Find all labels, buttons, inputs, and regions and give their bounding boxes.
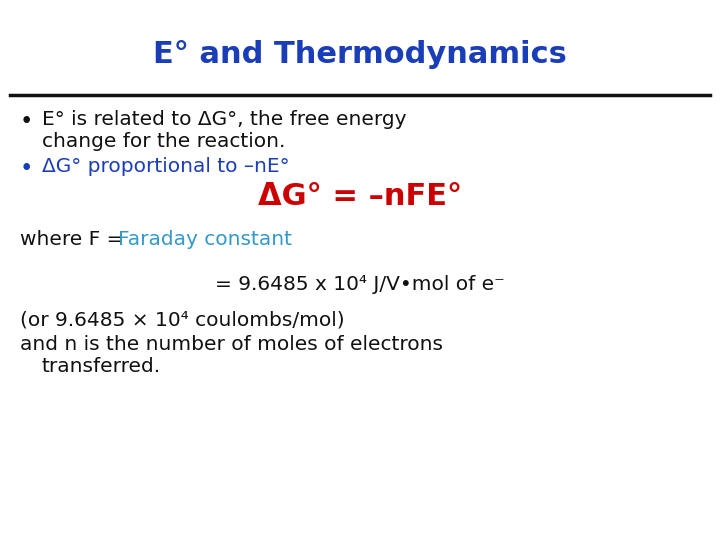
Text: ΔG° proportional to –nE°: ΔG° proportional to –nE° (42, 157, 289, 176)
Text: E° is related to ΔG°, the free energy: E° is related to ΔG°, the free energy (42, 110, 407, 129)
Text: and n is the number of moles of electrons: and n is the number of moles of electron… (20, 335, 443, 354)
Text: E° and Thermodynamics: E° and Thermodynamics (153, 40, 567, 69)
Text: •: • (20, 110, 33, 133)
Text: transferred.: transferred. (42, 357, 161, 376)
Text: •: • (20, 157, 33, 180)
Text: ΔG° = –nFE°: ΔG° = –nFE° (258, 182, 462, 211)
Text: (or 9.6485 × 10⁴ coulombs/mol): (or 9.6485 × 10⁴ coulombs/mol) (20, 310, 345, 329)
Text: = 9.6485 x 10⁴ J/V•mol of e⁻: = 9.6485 x 10⁴ J/V•mol of e⁻ (215, 275, 505, 294)
Text: where F =: where F = (20, 230, 130, 249)
Text: change for the reaction.: change for the reaction. (42, 132, 285, 151)
Text: Faraday constant: Faraday constant (118, 230, 292, 249)
